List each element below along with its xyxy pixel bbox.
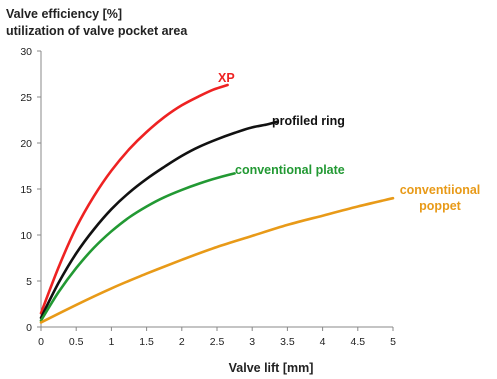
- x-tick-label: 1.5: [139, 336, 154, 348]
- y-tick-label: 30: [20, 46, 32, 58]
- x-tick-label: 0.5: [69, 336, 84, 348]
- series-line-1: [39, 120, 279, 320]
- x-axis-label: Valve lift [mm]: [229, 361, 314, 375]
- x-tick-label: 4.5: [350, 336, 365, 348]
- series-label-1: profiled ring: [272, 114, 345, 128]
- series-label-3: conventiional: [400, 183, 481, 197]
- series-label-3: poppet: [419, 199, 461, 213]
- x-tick-label: 2.5: [210, 336, 225, 348]
- y-tick-label: 15: [20, 184, 32, 196]
- y-tick-label: 25: [20, 92, 32, 104]
- series-label-2: conventional plate: [235, 163, 345, 177]
- chart-title-line-2: utilization of valve pocket area: [6, 24, 188, 38]
- x-tick-label: 1: [108, 336, 114, 348]
- x-tick-label: 5: [390, 336, 396, 348]
- chart-series-lines: [39, 83, 395, 324]
- chart-title-line-1: Valve efficiency [%]: [6, 7, 123, 21]
- series-line-0: [39, 83, 229, 315]
- x-tick-label: 2: [179, 336, 185, 348]
- series-line-3: [39, 196, 395, 324]
- chart-series-labels: XP profiled ring conventional plate convent…: [218, 71, 480, 213]
- series-line-2: [39, 172, 236, 322]
- y-tick-label: 10: [20, 230, 32, 242]
- x-tick-label: 3.5: [280, 336, 295, 348]
- y-tick-label: 0: [26, 322, 32, 334]
- y-tick-label: 5: [26, 276, 32, 288]
- chart-axes: [40, 51, 393, 328]
- x-tick-label: 3: [249, 336, 255, 348]
- series-label-0: XP: [218, 71, 235, 85]
- chart-ticks: 0 0.5 1 1.5 2 2.5 3 3.5 4 4.5 5 0 5 10 15 20 25 30: [20, 46, 396, 348]
- x-tick-label: 0: [38, 336, 44, 348]
- x-tick-label: 4: [320, 336, 326, 348]
- y-tick-label: 20: [20, 138, 32, 150]
